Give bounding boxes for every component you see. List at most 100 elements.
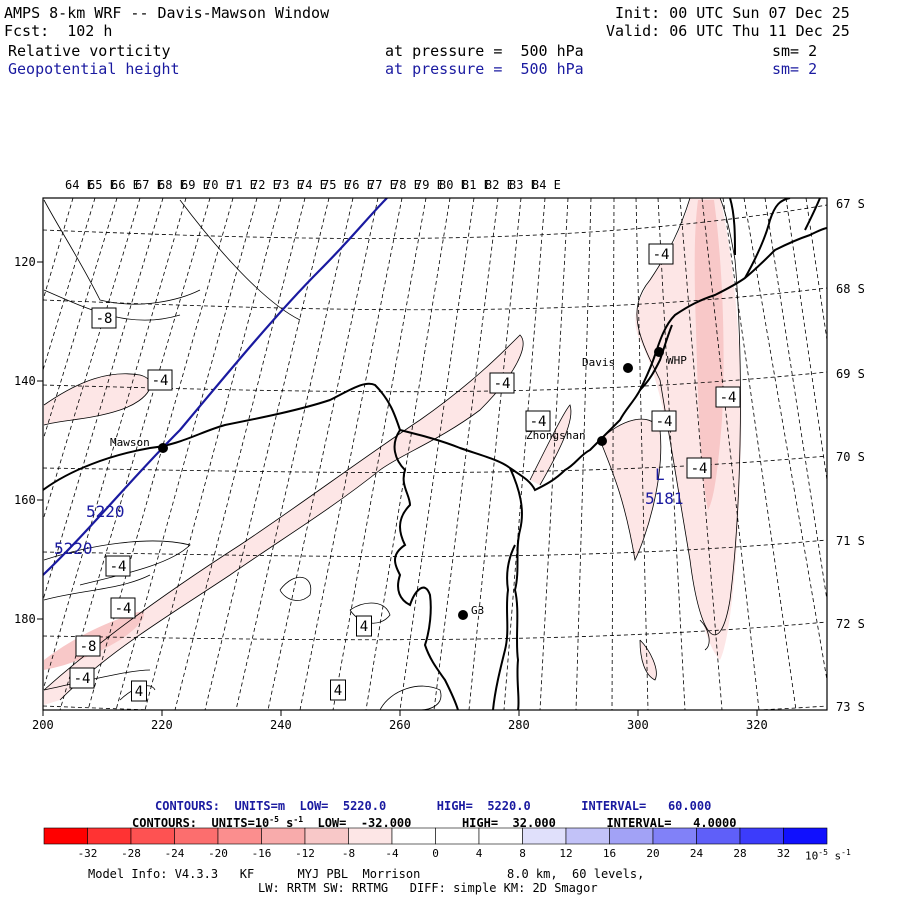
model-title: AMPS 8-km WRF -- Davis-Mawson Window <box>4 4 330 22</box>
vorticity-shade-band <box>44 335 524 705</box>
longitude-label: 80 E <box>439 178 468 192</box>
x-tick-label: 240 <box>270 718 292 732</box>
colorbar-label: 28 <box>733 847 747 860</box>
longitude-label: 81 E <box>462 178 491 192</box>
cb-units-exp-a: -5 <box>818 848 828 857</box>
svg-text:4: 4 <box>360 619 368 635</box>
colorbar-label: -12 <box>295 847 315 860</box>
latitude-label: 70 S <box>836 450 865 464</box>
colorbar-label: -24 <box>164 847 185 860</box>
svg-text:-4: -4 <box>494 376 511 392</box>
longitude-label: 65 E <box>88 178 117 192</box>
x-tick-label: 200 <box>32 718 54 732</box>
station-label: Davis <box>582 356 616 369</box>
colorbar-swatch <box>609 827 654 845</box>
longitude-label: 68 E <box>158 178 187 192</box>
longitude-label: 74 E <box>298 178 327 192</box>
vorticity-contour-label: -4 <box>489 372 515 394</box>
svg-text:-4: -4 <box>74 671 91 687</box>
colorbar-label: -16 <box>251 847 272 860</box>
field1-name: Relative vorticity <box>8 42 171 60</box>
longitude-label: 84 E <box>532 178 561 192</box>
vorticity-contour-label: 4 <box>330 679 346 701</box>
vorticity-shade-band <box>640 640 657 680</box>
cb-units-exp-b: -1 <box>841 848 851 857</box>
colorbar-swatch <box>348 827 393 845</box>
colorbar-swatch <box>478 827 523 845</box>
latitude-label: 73 S <box>836 700 865 714</box>
y-tick-label: 120 <box>14 255 36 269</box>
longitude-label: 79 E <box>415 178 444 192</box>
longitude-label: 75 E <box>322 178 351 192</box>
station-label: G3 <box>471 604 485 617</box>
height-contour-label: 5220 <box>54 539 93 558</box>
vorticity-contour-label: 4 <box>131 680 147 702</box>
longitude-label: 66 E <box>111 178 140 192</box>
vorticity-contour-label: -4 <box>69 667 95 689</box>
colorbar-swatch <box>696 827 741 845</box>
svg-text:-8: -8 <box>96 311 113 327</box>
y-tick-label: 180 <box>14 612 36 626</box>
height-contour-label: 5181 <box>645 489 684 508</box>
colorbar-label: 0 <box>432 847 439 860</box>
vorticity-contour-label: -8 <box>75 635 101 657</box>
vorticity-shade-band <box>44 373 151 425</box>
y-tick-label: 160 <box>14 493 36 507</box>
field1-smoothing: sm= 2 <box>772 42 818 60</box>
colorbar-label: 4 <box>475 847 483 860</box>
svg-text:-4: -4 <box>152 373 169 389</box>
svg-text:-4: -4 <box>720 390 737 406</box>
cb-units-b: s <box>827 849 842 863</box>
model-info-line2: LW: RRTM SW: RRTMG DIFF: simple KM: 2D S… <box>258 881 598 895</box>
longitude-label: 67 E <box>135 178 164 192</box>
colorbar-label: 12 <box>559 847 573 860</box>
colorbar-swatch <box>652 827 697 845</box>
svg-text:-4: -4 <box>530 414 547 430</box>
valid-time: Valid: 06 UTC Thu 11 Dec 25 <box>606 22 850 40</box>
vort-exp-b: -1 <box>293 815 304 824</box>
colorbar-swatch <box>522 827 567 845</box>
x-tick-label: 260 <box>389 718 411 732</box>
station-label: Mawson <box>110 436 150 449</box>
svg-text:4: 4 <box>334 683 342 699</box>
vort-line-b: s <box>278 816 294 830</box>
longitude-label: 73 E <box>275 178 304 192</box>
vorticity-contour-label: -4 <box>715 386 741 408</box>
colorbar-swatch <box>130 827 175 845</box>
latitude-label: 71 S <box>836 534 865 548</box>
longitude-label: 70 E <box>204 178 233 192</box>
colorbar-label: 32 <box>776 847 791 860</box>
vorticity-contour-label: -8 <box>91 307 117 329</box>
x-tick-label: 300 <box>627 718 649 732</box>
field2-smoothing: sm= 2 <box>772 60 818 78</box>
vort-line-c: LOW= -32.000 HIGH= 32.000 INTERVAL= 4.00… <box>303 816 737 830</box>
colorbar-label: 16 <box>602 847 617 860</box>
colorbar-swatch <box>565 827 610 845</box>
colorbar-swatch <box>217 827 262 845</box>
field1-level: at pressure = 500 hPa <box>385 42 584 60</box>
height-contour-label: 5220 <box>86 502 125 521</box>
longitude-label: 78 E <box>392 178 421 192</box>
init-time: Init: 00 UTC Sun 07 Dec 25 <box>615 4 850 22</box>
vorticity-contour-label: -4 <box>147 369 173 391</box>
longitude-label: 83 E <box>509 178 538 192</box>
latitude-label: 67 S <box>836 197 865 211</box>
longitude-label: 76 E <box>345 178 374 192</box>
x-tick-label: 220 <box>151 718 173 732</box>
colorbar-swatch <box>87 827 132 845</box>
colorbar-units: 10-5 s-1 <box>805 844 851 865</box>
field2-name: Geopotential height <box>8 60 180 78</box>
colorbar-label: -20 <box>208 847 228 860</box>
vorticity-contour-label: -4 <box>686 457 712 479</box>
low-center-marker: L <box>655 465 665 484</box>
longitude-label: 82 E <box>485 178 514 192</box>
colorbar-swatch <box>174 827 219 845</box>
vorticity-shade-band <box>530 405 571 485</box>
vort-exp-a: -5 <box>269 815 279 824</box>
longitude-label: 77 E <box>368 178 397 192</box>
station-label: WHP <box>667 354 687 367</box>
svg-text:-4: -4 <box>115 601 132 617</box>
y-tick-label: 140 <box>14 374 36 388</box>
svg-text:-8: -8 <box>80 639 97 655</box>
